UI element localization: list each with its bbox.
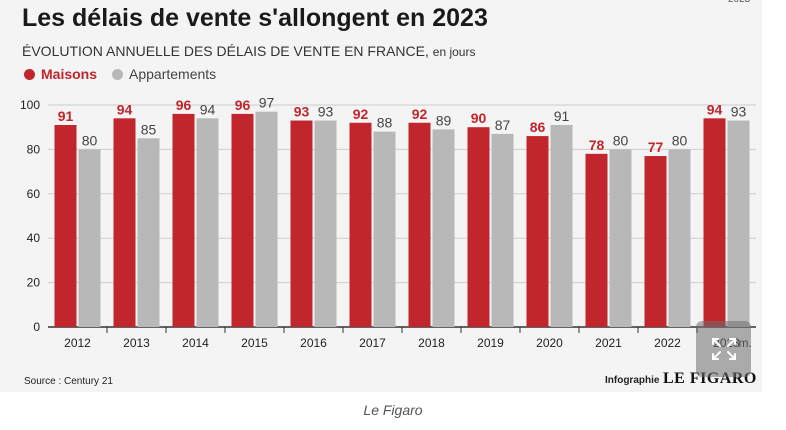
x-tick-label: 2015 — [241, 336, 268, 350]
data-label-maisons: 90 — [471, 110, 487, 126]
data-label-appartements: 85 — [141, 121, 157, 137]
expand-icon — [712, 338, 736, 360]
x-tick-label: 2017 — [359, 336, 386, 350]
data-label-appartements: 94 — [200, 101, 216, 117]
bar-maisons — [467, 127, 490, 327]
x-tick-label: 2013 — [123, 336, 150, 350]
corner-label: 2023 — [728, 0, 750, 5]
data-label-maisons: 92 — [412, 106, 428, 122]
bar-appartements — [255, 111, 278, 327]
y-tick-label: 60 — [27, 187, 41, 201]
legend-item-appartements: Appartements — [112, 66, 216, 82]
bar-appartements — [550, 124, 573, 327]
legend-label-maisons: Maisons — [41, 66, 98, 82]
subtitle-text: ÉVOLUTION ANNUELLE DES DÉLAIS DE VENTE E… — [22, 43, 429, 59]
expand-button[interactable] — [696, 321, 751, 377]
chart-title: Les délais de vente s'allongent en 2023 — [22, 4, 488, 32]
x-tick-label: 2021 — [595, 336, 622, 350]
data-label-appartements: 97 — [259, 95, 275, 111]
subtitle-unit: en jours — [432, 45, 476, 59]
bar-appartements — [373, 131, 396, 327]
bar-appartements — [78, 149, 101, 327]
bar-appartements — [137, 138, 160, 327]
bar-appartements — [668, 149, 691, 327]
data-label-maisons: 96 — [235, 97, 251, 113]
image-caption: Le Figaro — [363, 402, 423, 418]
data-label-maisons: 93 — [294, 104, 310, 120]
x-tick-label: 2018 — [418, 336, 445, 350]
legend-label-appartements: Appartements — [129, 66, 217, 82]
x-tick-label: 2012 — [64, 336, 91, 350]
y-tick-label: 40 — [27, 231, 41, 245]
legend-item-maisons: Maisons — [24, 66, 97, 82]
bar-maisons — [231, 113, 254, 327]
data-label-maisons: 92 — [353, 106, 369, 122]
x-tick-label: 2014 — [182, 336, 209, 350]
x-tick-label: 2019 — [477, 336, 504, 350]
bar-appartements — [314, 120, 337, 327]
bar-appartements — [196, 118, 219, 327]
infographie-label: Infographie — [605, 375, 660, 386]
data-label-maisons: 91 — [58, 108, 74, 124]
x-tick-label: 2016 — [300, 336, 327, 350]
x-tick-label: 2020 — [536, 336, 563, 350]
data-label-maisons: 86 — [530, 119, 546, 135]
bar-maisons — [408, 122, 431, 327]
bar-maisons — [349, 122, 372, 327]
bar-maisons — [54, 124, 77, 327]
data-label-maisons: 94 — [707, 101, 723, 117]
bar-maisons — [113, 118, 136, 327]
legend-swatch-appartements — [112, 68, 123, 80]
data-label-appartements: 88 — [377, 115, 393, 131]
bar-maisons — [585, 153, 608, 327]
bar-appartements — [432, 129, 455, 327]
data-label-appartements: 80 — [82, 132, 98, 148]
chart-card: Les délais de vente s'allongent en 2023 … — [0, 0, 762, 392]
data-label-appartements: 80 — [613, 132, 629, 148]
x-tick-label: 2022 — [654, 336, 681, 350]
bar-maisons — [644, 156, 667, 327]
data-label-maisons: 77 — [648, 139, 664, 155]
y-tick-label: 100 — [20, 98, 40, 112]
bar-maisons — [526, 136, 549, 327]
y-tick-label: 20 — [27, 276, 41, 290]
data-label-maisons: 78 — [589, 137, 605, 153]
data-label-appartements: 80 — [672, 132, 688, 148]
data-label-maisons: 94 — [117, 101, 133, 117]
data-label-appartements: 89 — [436, 112, 452, 128]
bar-appartements — [609, 149, 632, 327]
data-label-appartements: 93 — [731, 104, 747, 120]
data-label-maisons: 96 — [176, 97, 192, 113]
bar-chart: 0 20 40 60 80 100 91 80 2012 94 85 2013 96 94 2014 96 97… — [20, 95, 756, 350]
data-label-appartements: 93 — [318, 104, 334, 120]
source-note: Source : Century 21 — [24, 376, 113, 387]
bar-maisons — [172, 113, 195, 327]
bar-maisons — [703, 118, 726, 327]
legend-swatch-maisons — [24, 68, 35, 80]
bar-appartements — [491, 133, 514, 327]
y-tick-label: 80 — [27, 142, 41, 156]
data-label-appartements: 87 — [495, 117, 511, 133]
bar-appartements — [727, 120, 750, 327]
y-tick-label: 0 — [33, 320, 40, 334]
chart-subtitle: ÉVOLUTION ANNUELLE DES DÉLAIS DE VENTE E… — [22, 43, 475, 59]
data-label-appartements: 91 — [554, 108, 570, 124]
bar-maisons — [290, 120, 313, 327]
